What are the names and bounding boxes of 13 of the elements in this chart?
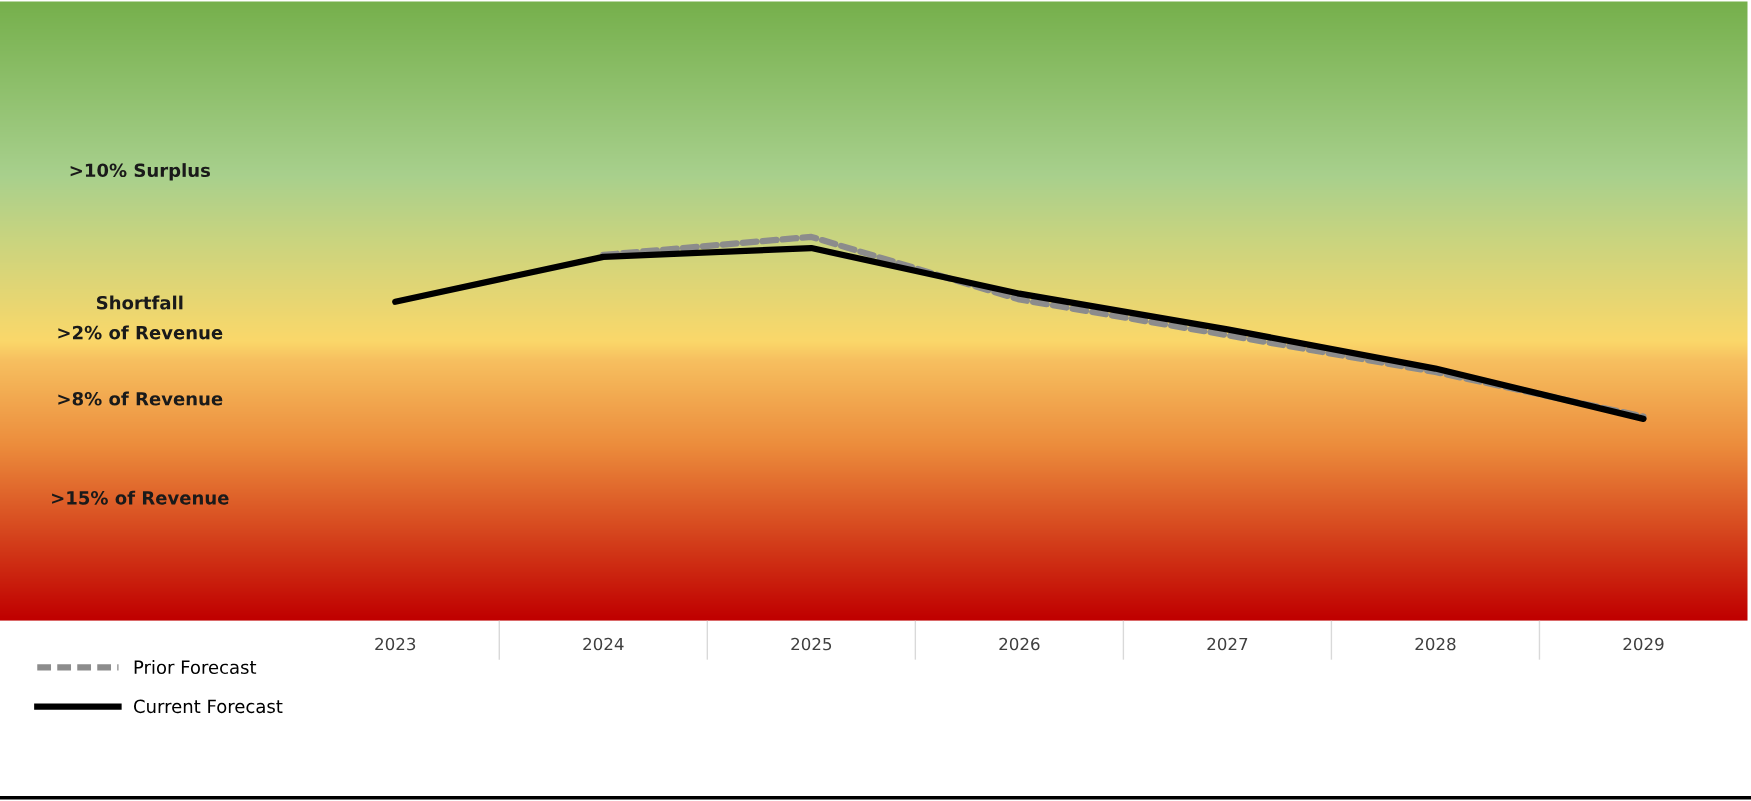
x-tick-label: 2029 <box>1623 637 1664 651</box>
text: >8% of Revenue <box>58 391 223 406</box>
legend-label: Current Forecast <box>133 699 283 714</box>
text: >15% of Revenue <box>52 490 229 505</box>
x-tick-label: 2023 <box>375 637 416 651</box>
x-tick-label: 2024 <box>583 637 624 651</box>
text: >10% Surplus <box>70 163 210 181</box>
x-tick-label: 2027 <box>1207 637 1248 651</box>
text: Shortfall >2% of Revenue <box>58 295 223 340</box>
x-tick-label: 2028 <box>1415 637 1456 651</box>
x-tick-label: 2026 <box>999 637 1040 651</box>
legend-label: Prior Forecast <box>134 660 257 675</box>
x-tick-label: 2025 <box>791 637 832 651</box>
